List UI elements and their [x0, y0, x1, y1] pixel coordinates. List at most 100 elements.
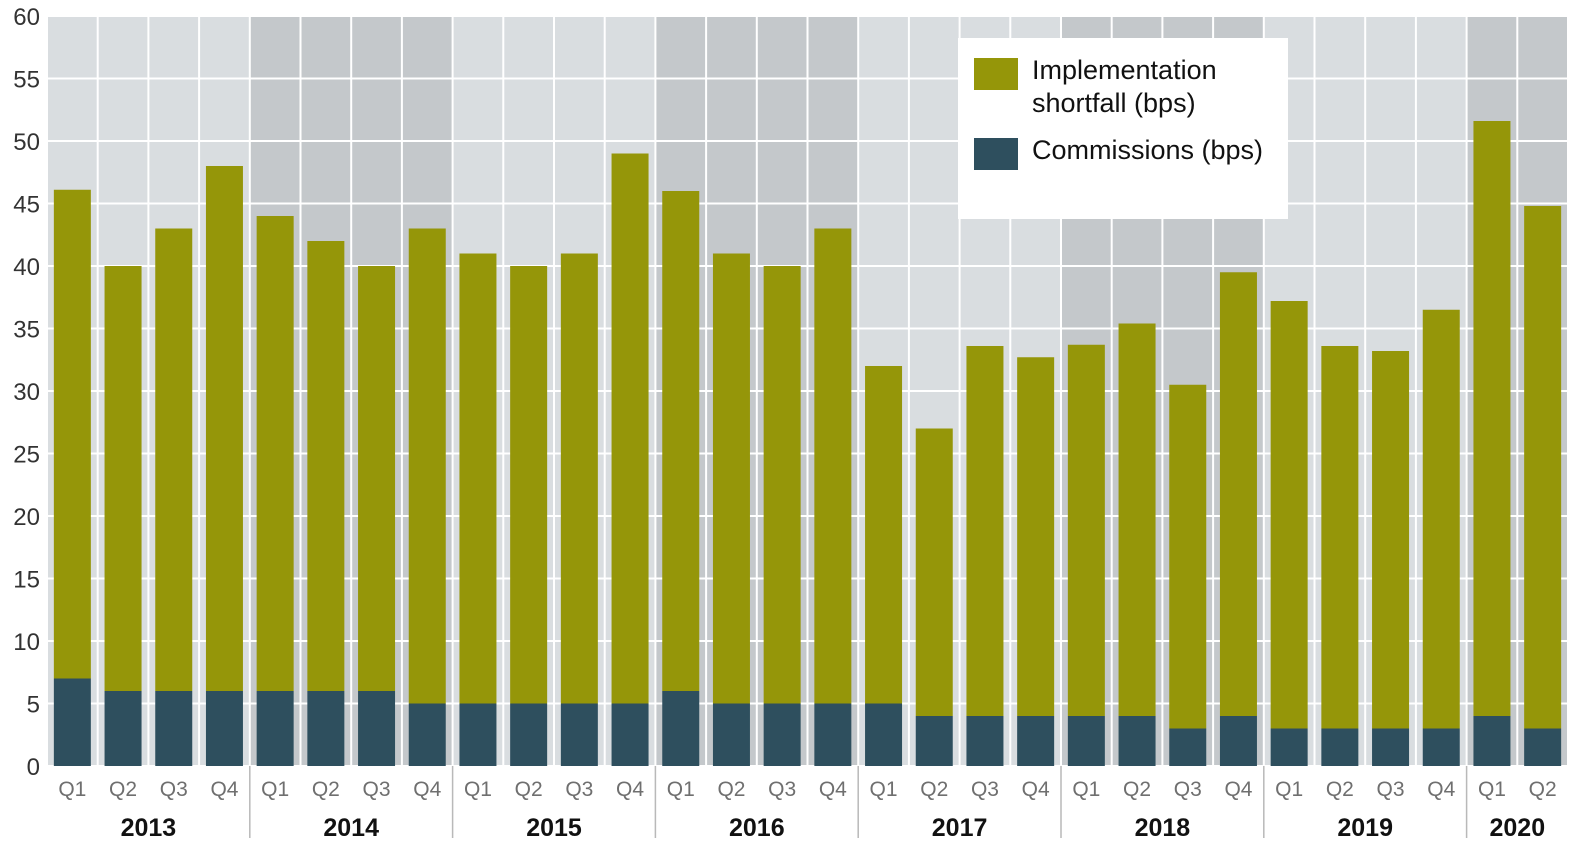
year-label-2016: 2016 [729, 814, 785, 842]
x-tick-label-4: Q1 [261, 778, 289, 801]
legend-swatch-commissions [974, 138, 1018, 170]
bar-commissions-1 [104, 691, 142, 766]
bar-implementation-shortfall-2 [155, 228, 193, 691]
year-label-2015: 2015 [526, 814, 582, 842]
bar-commissions-26 [1372, 728, 1410, 766]
bar-implementation-shortfall-15 [814, 228, 852, 704]
x-tick-label-27: Q4 [1427, 778, 1455, 801]
x-tick-label-10: Q3 [565, 778, 593, 801]
x-tick-label-12: Q1 [667, 778, 695, 801]
legend-item-commissions: Commissions (bps) [974, 134, 1288, 170]
bar-commissions-21 [1118, 716, 1156, 766]
bar-implementation-shortfall-16 [865, 366, 903, 704]
x-tick-label-17: Q2 [920, 778, 948, 801]
x-tick-label-20: Q1 [1072, 778, 1100, 801]
bar-implementation-shortfall-18 [966, 346, 1004, 716]
y-tick-label-0: 0 [27, 754, 40, 781]
bar-commissions-18 [966, 716, 1004, 766]
x-tick-label-26: Q3 [1377, 778, 1405, 801]
bar-commissions-13 [712, 703, 750, 766]
bar-implementation-shortfall-0 [53, 189, 91, 679]
x-tick-label-13: Q2 [717, 778, 745, 801]
bar-implementation-shortfall-21 [1118, 323, 1156, 716]
x-tick-label-29: Q2 [1529, 778, 1557, 801]
bar-implementation-shortfall-17 [915, 428, 953, 716]
year-label-2019: 2019 [1337, 814, 1393, 842]
bar-commissions-22 [1169, 728, 1207, 766]
bar-implementation-shortfall-1 [104, 266, 142, 691]
bar-implementation-shortfall-19 [1017, 357, 1055, 716]
bar-commissions-8 [459, 703, 497, 766]
x-tick-label-16: Q1 [870, 778, 898, 801]
bar-commissions-29 [1524, 728, 1562, 766]
bar-commissions-19 [1017, 716, 1055, 766]
bar-commissions-11 [611, 703, 649, 766]
bar-commissions-12 [662, 691, 700, 766]
x-tick-label-0: Q1 [58, 778, 86, 801]
bar-commissions-16 [865, 703, 903, 766]
bar-implementation-shortfall-22 [1169, 384, 1207, 729]
x-tick-label-18: Q3 [971, 778, 999, 801]
x-tick-label-9: Q2 [515, 778, 543, 801]
bar-implementation-shortfall-25 [1321, 346, 1359, 729]
bar-implementation-shortfall-5 [307, 241, 345, 691]
bar-implementation-shortfall-11 [611, 153, 649, 704]
x-tick-label-19: Q4 [1022, 778, 1050, 801]
x-tick-label-15: Q4 [819, 778, 847, 801]
legend-label-commissions: Commissions (bps) [1032, 135, 1264, 165]
bar-implementation-shortfall-23 [1219, 272, 1257, 716]
x-tick-label-8: Q1 [464, 778, 492, 801]
bar-commissions-9 [510, 703, 548, 766]
x-tick-label-21: Q2 [1123, 778, 1151, 801]
bar-commissions-3 [205, 691, 243, 766]
y-tick-label-30: 30 [13, 379, 40, 406]
bar-commissions-7 [408, 703, 446, 766]
x-tick-label-24: Q1 [1275, 778, 1303, 801]
bar-implementation-shortfall-13 [712, 253, 750, 704]
y-tick-label-5: 5 [27, 692, 40, 719]
bar-commissions-4 [256, 691, 294, 766]
year-label-2013: 2013 [121, 814, 177, 842]
x-tick-label-3: Q4 [210, 778, 238, 801]
bar-commissions-15 [814, 703, 852, 766]
year-label-2014: 2014 [323, 814, 379, 842]
y-tick-label-55: 55 [13, 67, 40, 94]
bar-implementation-shortfall-29 [1524, 206, 1562, 729]
y-tick-label-60: 60 [13, 4, 40, 31]
bar-commissions-23 [1219, 716, 1257, 766]
bar-commissions-5 [307, 691, 345, 766]
y-tick-label-25: 25 [13, 442, 40, 469]
bar-implementation-shortfall-8 [459, 253, 497, 704]
legend-item-implementation-shortfall: Implementation shortfall (bps) [974, 54, 1288, 120]
x-tick-label-5: Q2 [312, 778, 340, 801]
y-tick-label-35: 35 [13, 317, 40, 344]
y-tick-label-45: 45 [13, 192, 40, 219]
legend-swatch-implementation-shortfall [974, 58, 1018, 90]
bar-implementation-shortfall-24 [1270, 301, 1308, 729]
bar-implementation-shortfall-14 [763, 266, 801, 704]
bar-commissions-28 [1473, 716, 1511, 766]
y-tick-label-50: 50 [13, 129, 40, 156]
legend-label-implementation-shortfall: Implementation shortfall (bps) [1032, 55, 1217, 118]
bar-commissions-6 [358, 691, 396, 766]
year-label-2018: 2018 [1135, 814, 1191, 842]
bar-implementation-shortfall-27 [1422, 309, 1460, 729]
year-label-2020: 2020 [1489, 814, 1545, 842]
y-tick-label-40: 40 [13, 254, 40, 281]
bar-implementation-shortfall-28 [1473, 121, 1511, 716]
bar-implementation-shortfall-26 [1372, 351, 1410, 729]
bar-implementation-shortfall-20 [1067, 344, 1105, 716]
x-tick-label-11: Q4 [616, 778, 644, 801]
bar-implementation-shortfall-7 [408, 228, 446, 704]
x-tick-label-28: Q1 [1478, 778, 1506, 801]
bar-implementation-shortfall-4 [256, 216, 294, 691]
bar-implementation-shortfall-10 [560, 253, 598, 704]
bar-commissions-24 [1270, 728, 1308, 766]
y-tick-label-20: 20 [13, 504, 40, 531]
x-tick-label-1: Q2 [109, 778, 137, 801]
x-tick-label-7: Q4 [413, 778, 441, 801]
bar-implementation-shortfall-12 [662, 191, 700, 691]
bar-implementation-shortfall-3 [205, 166, 243, 691]
x-tick-label-2: Q3 [160, 778, 188, 801]
